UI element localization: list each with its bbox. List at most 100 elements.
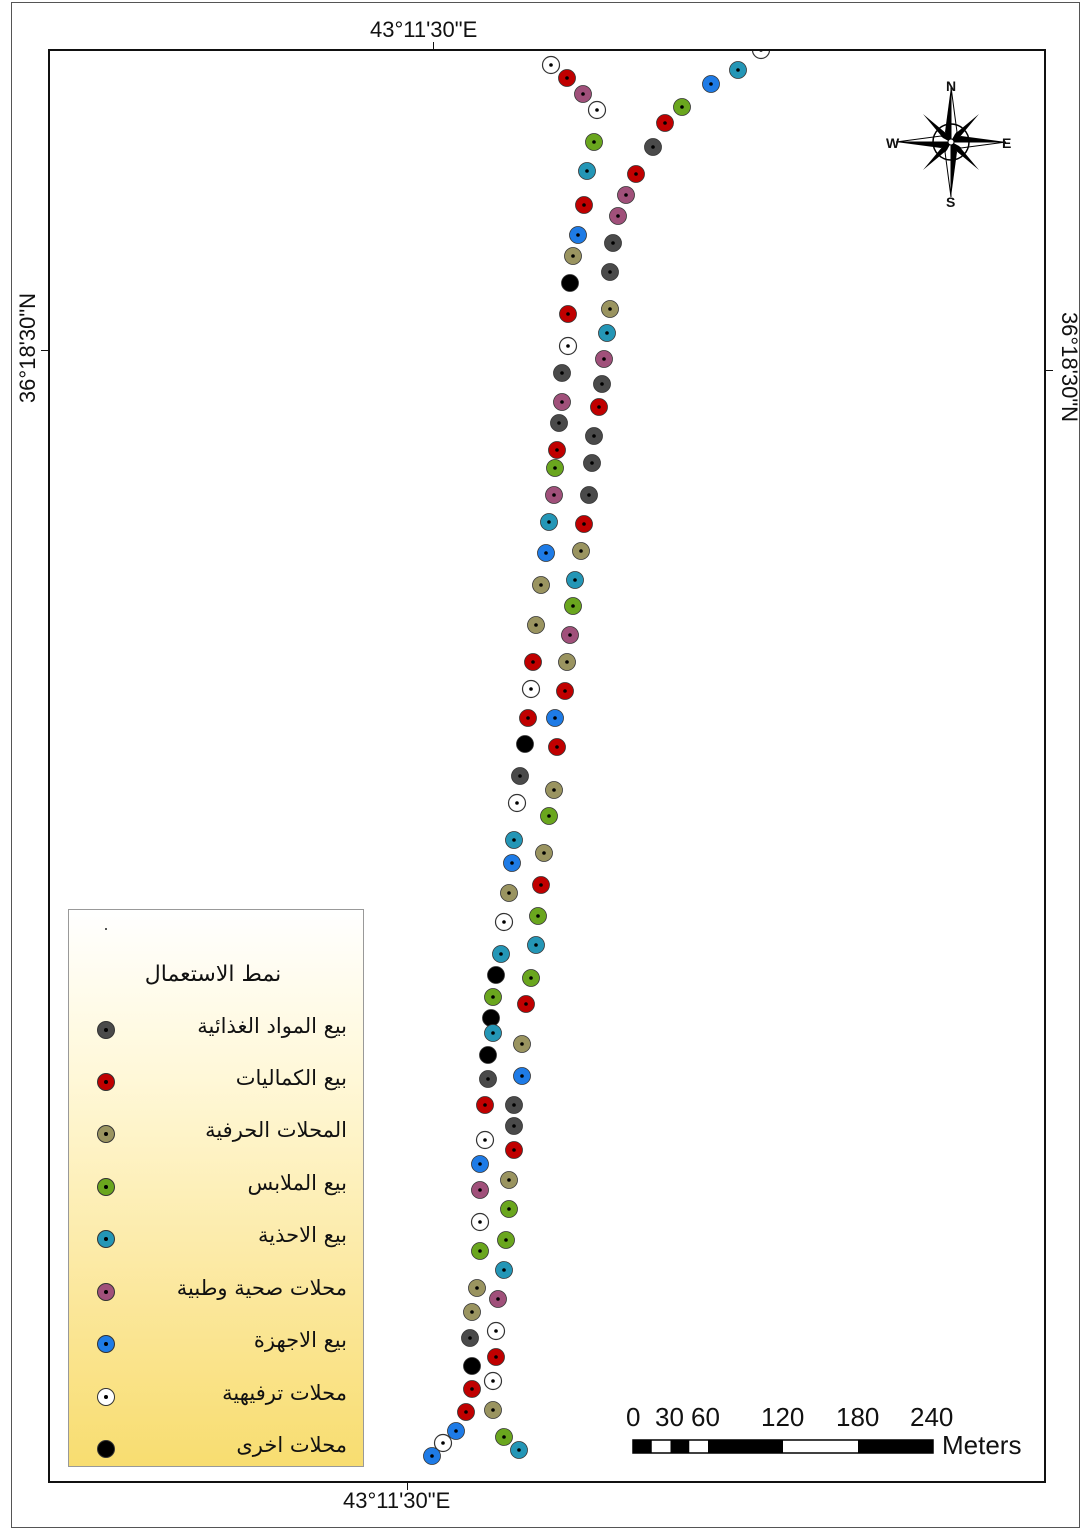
legend-dot-mark	[105, 928, 107, 930]
shop-point	[553, 364, 571, 382]
shop-point	[510, 1441, 528, 1459]
shop-point	[545, 486, 563, 504]
shop-point	[505, 1141, 523, 1159]
shop-point	[522, 969, 540, 987]
shop-point	[590, 398, 608, 416]
shop-point	[598, 324, 616, 342]
shop-point	[564, 597, 582, 615]
shop-point	[423, 1447, 441, 1465]
shop-point	[479, 1046, 497, 1064]
shop-point	[463, 1303, 481, 1321]
shop-point	[471, 1181, 489, 1199]
shop-point	[516, 735, 534, 753]
shop-point	[468, 1279, 486, 1297]
coord-bottom-longitude: 43°11'30"E	[343, 1488, 451, 1513]
legend-title: نمط الاستعمال	[144, 962, 282, 987]
legend-item: بيع الملابس	[69, 1167, 363, 1207]
shop-point	[537, 544, 555, 562]
legend-item: المحلات الحرفية	[69, 1114, 363, 1154]
shop-point	[532, 576, 550, 594]
shop-point	[476, 1096, 494, 1114]
shop-point	[532, 876, 550, 894]
compass-s: S	[946, 194, 956, 210]
legend-label: بيع الملابس	[247, 1171, 347, 1195]
shop-point	[702, 75, 720, 93]
legend-item: محلات اخرى	[69, 1429, 363, 1469]
shop-point	[609, 207, 627, 225]
shop-point	[617, 186, 635, 204]
shop-point	[500, 884, 518, 902]
shop-point	[500, 1200, 518, 1218]
shop-point	[519, 709, 537, 727]
shop-point	[546, 459, 564, 477]
shop-point	[527, 936, 545, 954]
shop-point	[495, 1428, 513, 1446]
scale-label-240: 240	[910, 1402, 954, 1432]
shop-point	[585, 427, 603, 445]
shop-point	[580, 486, 598, 504]
shop-point	[505, 1096, 523, 1114]
shop-point	[461, 1329, 479, 1347]
shop-point	[564, 247, 582, 265]
shop-point	[627, 165, 645, 183]
shop-point	[561, 274, 579, 292]
shop-point	[470, 1212, 490, 1232]
shop-point	[475, 1130, 495, 1150]
compass-e: E	[1002, 135, 1012, 151]
shop-point	[585, 133, 603, 151]
shop-point	[471, 1242, 489, 1260]
shop-point	[729, 61, 747, 79]
coord-top-longitude: 43°11'30"E	[370, 17, 478, 42]
shop-point	[511, 767, 529, 785]
shop-point	[529, 907, 547, 925]
shop-point	[569, 226, 587, 244]
legend-item: بيع الاحذية	[69, 1219, 363, 1259]
legend-panel	[68, 909, 364, 1467]
shop-point	[578, 162, 596, 180]
shop-point	[463, 1357, 481, 1375]
shop-point	[535, 844, 553, 862]
tick-top	[433, 42, 434, 50]
shop-point	[546, 709, 564, 727]
shop-point	[595, 350, 613, 368]
shop-point	[507, 793, 527, 813]
scale-label-120: 120	[761, 1402, 805, 1432]
scale-unit: Meters	[942, 1430, 1022, 1460]
shop-point	[593, 375, 611, 393]
shop-point	[500, 1171, 518, 1189]
shop-point	[492, 945, 510, 963]
shop-point	[484, 1024, 502, 1042]
legend-label: بيع الاجهزة	[253, 1328, 347, 1352]
shop-point	[566, 571, 584, 589]
shop-point	[572, 542, 590, 560]
shop-point	[558, 69, 576, 87]
tick-bottom	[407, 1482, 408, 1490]
shop-point	[587, 100, 607, 120]
shop-point	[487, 966, 505, 984]
shop-point	[541, 55, 561, 75]
tick-right	[1045, 370, 1053, 371]
legend-symbol-icon	[97, 1335, 115, 1353]
shop-point	[601, 300, 619, 318]
shop-point	[558, 336, 578, 356]
shop-point	[656, 114, 674, 132]
shop-point	[482, 1009, 500, 1027]
legend-label: محلات اخرى	[236, 1433, 347, 1457]
legend-symbol-icon	[97, 1388, 115, 1406]
legend-symbol-icon	[97, 1178, 115, 1196]
shop-point	[527, 616, 545, 634]
scale-label-30: 30	[655, 1402, 684, 1432]
shop-point	[548, 738, 566, 756]
scale-label-180: 180	[836, 1402, 880, 1432]
shop-point	[517, 995, 535, 1013]
shop-point	[494, 912, 514, 932]
scale-bar	[632, 1439, 934, 1454]
shop-point	[575, 196, 593, 214]
shop-point	[497, 1231, 515, 1249]
scale-label-0: 0	[626, 1402, 641, 1432]
shop-point	[574, 85, 592, 103]
legend-item: محلات ترفيهية	[69, 1377, 363, 1417]
shop-point	[463, 1380, 481, 1398]
shop-point	[505, 831, 523, 849]
